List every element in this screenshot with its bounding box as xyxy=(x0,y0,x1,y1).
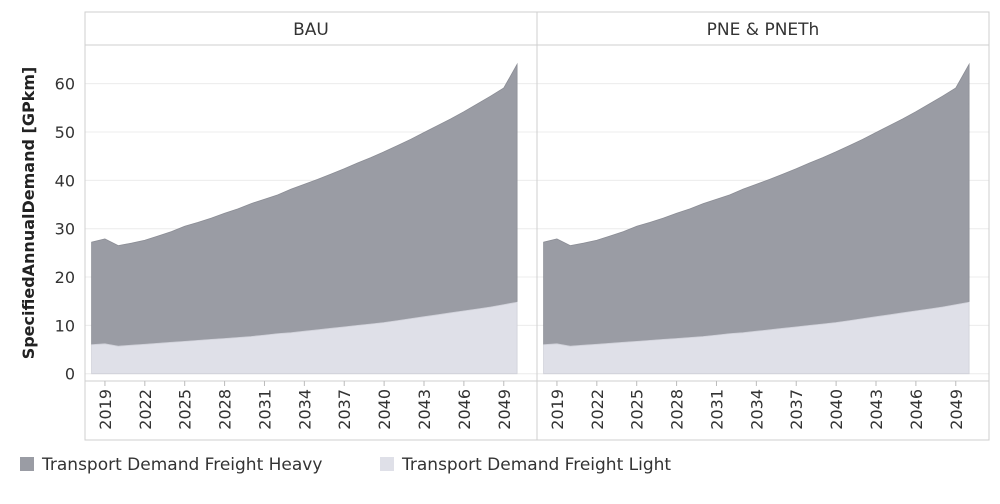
y-tick-label: 0 xyxy=(65,365,75,384)
x-tick-label: 2028 xyxy=(668,389,687,430)
y-tick-label: 60 xyxy=(55,75,75,94)
x-tick-label: 2031 xyxy=(708,389,727,430)
x-tick-label: 2046 xyxy=(455,389,474,430)
x-tick-label: 2019 xyxy=(548,389,567,430)
area-freight-light xyxy=(543,301,970,375)
x-tick-label: 2022 xyxy=(588,389,607,430)
x-tick-label: 2037 xyxy=(787,389,806,430)
x-tick-label: 2049 xyxy=(947,389,966,430)
x-tick-label: 2040 xyxy=(375,389,394,430)
x-tick-label: 2046 xyxy=(907,389,926,430)
y-tick-label: 50 xyxy=(55,123,75,142)
y-tick-label: 10 xyxy=(55,316,75,335)
x-tick-label: 2043 xyxy=(867,389,886,430)
legend-label-1: Transport Demand Freight Heavy xyxy=(41,455,322,475)
x-tick-label: 2025 xyxy=(176,389,195,430)
panel-title: BAU xyxy=(293,20,329,40)
x-tick-label: 2022 xyxy=(136,389,155,430)
area-freight-heavy xyxy=(543,62,970,347)
x-tick-label: 2025 xyxy=(628,389,647,430)
area-freight-light xyxy=(91,301,518,375)
x-tick-label: 2028 xyxy=(216,389,235,430)
area-freight-heavy xyxy=(91,62,518,347)
x-tick-label: 2049 xyxy=(495,389,514,430)
y-axis-label: SpecifiedAnnualDemand [GPkm] xyxy=(19,67,38,360)
x-tick-label: 2037 xyxy=(335,389,354,430)
x-tick-label: 2031 xyxy=(256,389,275,430)
y-tick-label: 40 xyxy=(55,171,75,190)
x-tick-label: 2034 xyxy=(295,389,314,430)
panel-title: PNE & PNETh xyxy=(707,20,820,40)
panel-1: BAU 2019 2022 2025 2028 2031 2034 2037 2040 2043 2… xyxy=(84,11,538,441)
panel-2: PNE & PNETh 2019 2022 2025 2028 2031 2034 2037 2… xyxy=(536,11,990,441)
x-tick-label: 2040 xyxy=(827,389,846,430)
panel-frame xyxy=(536,11,990,441)
legend-swatch-1 xyxy=(20,457,34,471)
x-tick-label: 2019 xyxy=(96,389,115,430)
y-tick-label: 20 xyxy=(55,268,75,287)
legend-swatch-2 xyxy=(380,457,394,471)
x-tick-label: 2034 xyxy=(747,389,766,430)
legend-label-2: Transport Demand Freight Light xyxy=(401,455,671,475)
y-tick-label: 30 xyxy=(55,220,75,239)
x-tick-label: 2043 xyxy=(415,389,434,430)
